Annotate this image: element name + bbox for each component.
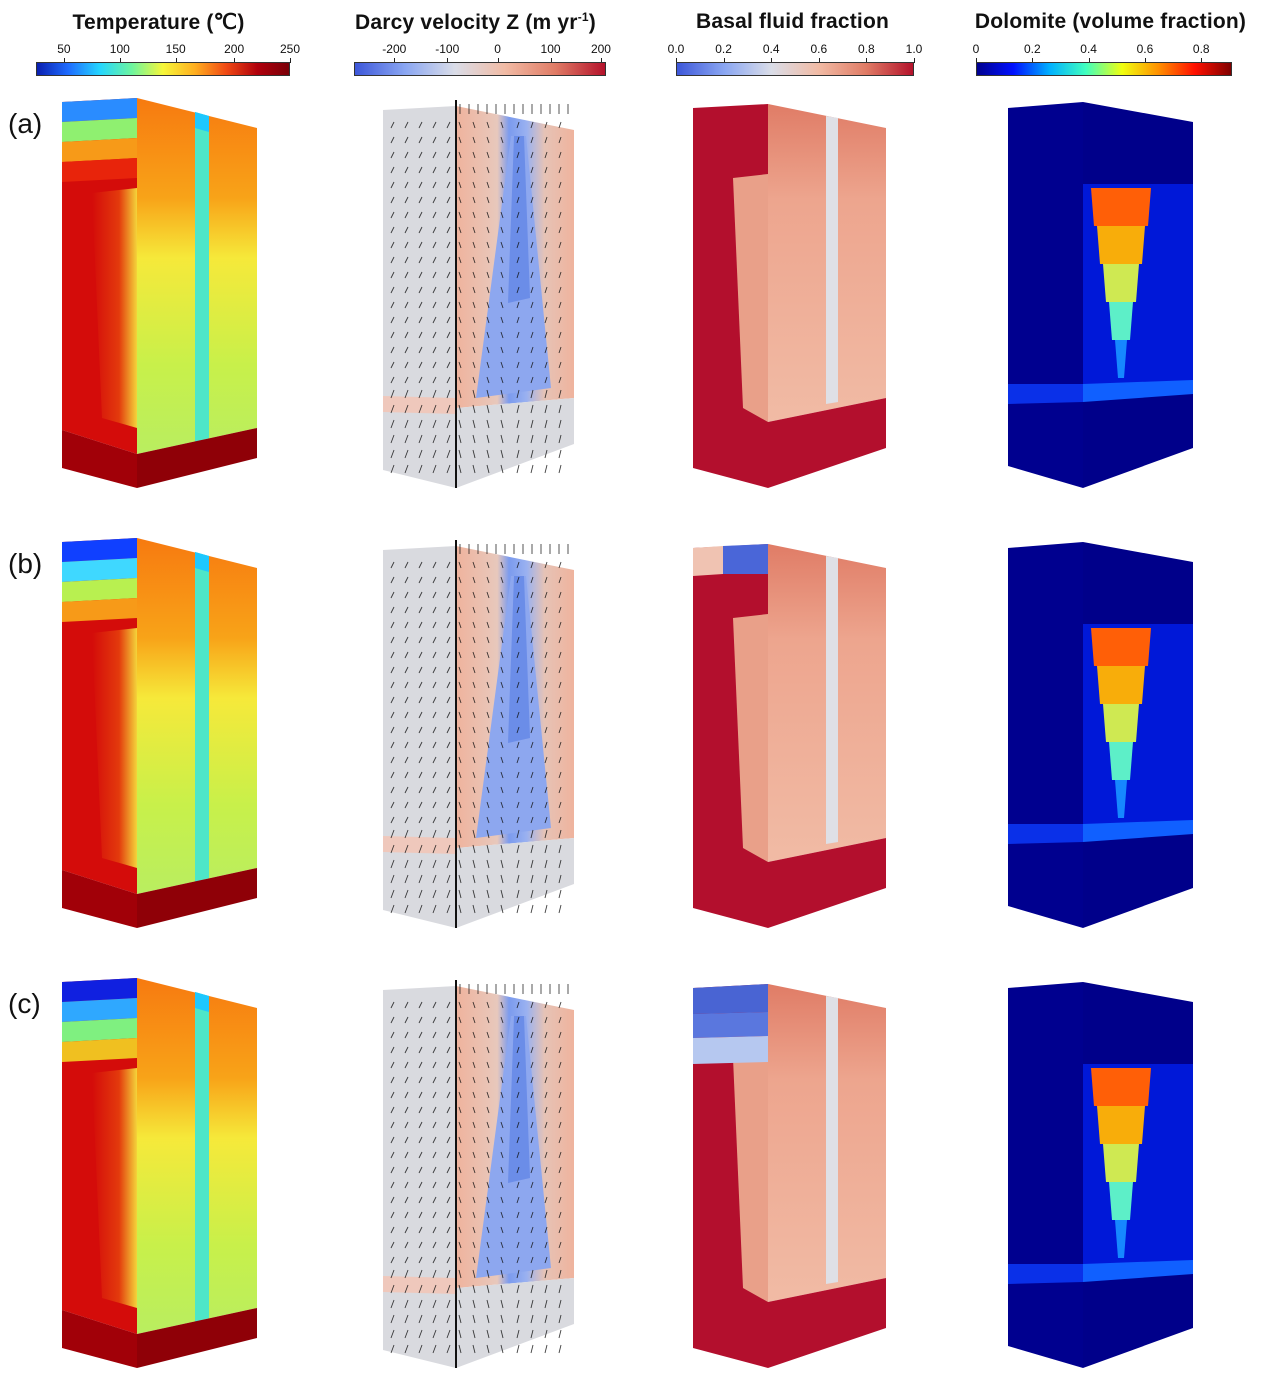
colorbar-tick-label: 200 (224, 42, 245, 56)
colorbar-tick-label: 0.6 (810, 42, 828, 56)
colorbar-tick (914, 58, 915, 63)
row-label-c: (c) (8, 988, 41, 1019)
colorbar-tick (1201, 58, 1203, 63)
dolomite-block-a (1008, 102, 1193, 488)
colorbar-tick (771, 58, 773, 63)
velocity-block-b (383, 540, 574, 928)
row-label-a: (a) (8, 108, 43, 139)
colorbar-tick (63, 58, 65, 63)
temperature-header: Temperature (℃) 50 100 150 200 250 (0, 0, 317, 82)
colorbar-tick (1032, 58, 1034, 63)
colorbar-tick-label: 50 (57, 42, 71, 56)
colorbar-tick-label: 0 (494, 42, 501, 56)
temperature-colorbar-gradient (36, 62, 290, 76)
dolomite-block-b (1008, 542, 1193, 928)
colorbar-tick-label: 0.4 (762, 42, 780, 56)
colorbar-tick (175, 58, 177, 63)
colorbar-tick (723, 58, 725, 63)
colorbar-tick-label: 0.2 (715, 42, 732, 56)
colorbar-tick (550, 58, 552, 63)
temperature-title: Temperature (℃) (72, 11, 245, 34)
velocity-colorbar-gradient (354, 62, 606, 76)
dolomite-colorbar: 0 0.2 0.4 0.6 0.8 (972, 40, 1232, 82)
fluid-block-a (693, 104, 886, 488)
colorbar-tick-label: -200 (382, 42, 407, 56)
temperature-block-a (62, 98, 257, 488)
dolomite-header: Dolomite (volume fraction) 0 0.2 0.4 0.6 0.8 (952, 0, 1269, 82)
fluid-colorbar-gradient (676, 62, 914, 76)
colorbar-tick (119, 58, 121, 63)
colorbar-tick (290, 58, 291, 63)
velocity-block-c (383, 980, 574, 1368)
colorbar-tick-label: 0.6 (1136, 42, 1154, 56)
fluid-block-b (693, 544, 886, 928)
fluid-colorbar: 0.0 0.2 0.4 0.6 0.8 1.0 (668, 40, 922, 82)
fluid-header: Basal fluid fraction 0.0 0.2 0.4 0.6 0.8 1.0 (634, 0, 951, 82)
colorbar-tick-label: 150 (165, 42, 186, 56)
colorbar-tick (600, 58, 602, 63)
dolomite-colorbar-gradient (976, 62, 1232, 76)
colorbar-tick-label: 250 (279, 42, 301, 56)
velocity-title: Darcy velocity Z (m yr-1) (355, 10, 596, 34)
temperature-colorbar: 50 100 150 200 250 (36, 40, 300, 82)
temperature-block-b (62, 538, 257, 928)
dolomite-block-c (1008, 982, 1193, 1368)
colorbar-tick (976, 58, 977, 63)
colorbar-tick (234, 58, 236, 63)
colorbar-tick (497, 58, 499, 63)
colorbar-tick-label: 0.2 (1023, 42, 1041, 56)
colorbar-tick-label: 200 (590, 42, 611, 56)
colorbar-tick (818, 58, 820, 63)
colorbar-tick-label: 0 (972, 42, 980, 56)
colorbar-tick (447, 58, 449, 63)
colorbar-tick-label: -100 (435, 42, 460, 56)
row-label-b: (b) (8, 548, 43, 579)
colorbar-tick-label: 1.0 (905, 42, 923, 56)
fluid-title: Basal fluid fraction (695, 10, 890, 33)
colorbar-tick-label: 0.8 (858, 42, 875, 56)
temperature-block-c (62, 978, 257, 1368)
colorbar-tick (1088, 58, 1090, 63)
colorbar-tick (866, 58, 868, 63)
velocity-block-a (383, 100, 574, 488)
colorbar-tick-label: 0.0 (667, 42, 685, 56)
colorbar-tick-label: 0.8 (1192, 42, 1210, 56)
colorbar-tick-label: 0.4 (1080, 42, 1097, 56)
colorbar-tick (394, 58, 396, 63)
dolomite-title: Dolomite (volume fraction) (974, 10, 1247, 33)
colorbar-tick (1144, 58, 1146, 63)
colorbar-tick-label: 100 (109, 42, 130, 56)
fluid-block-c (693, 984, 886, 1368)
velocity-header: Darcy velocity Z (m yr-1) -200 -100 0 100 20… (317, 0, 634, 82)
colorbar-tick-label: 100 (540, 42, 561, 56)
colorbar-tick (676, 58, 677, 63)
velocity-colorbar: -200 -100 0 100 200 (354, 40, 611, 82)
